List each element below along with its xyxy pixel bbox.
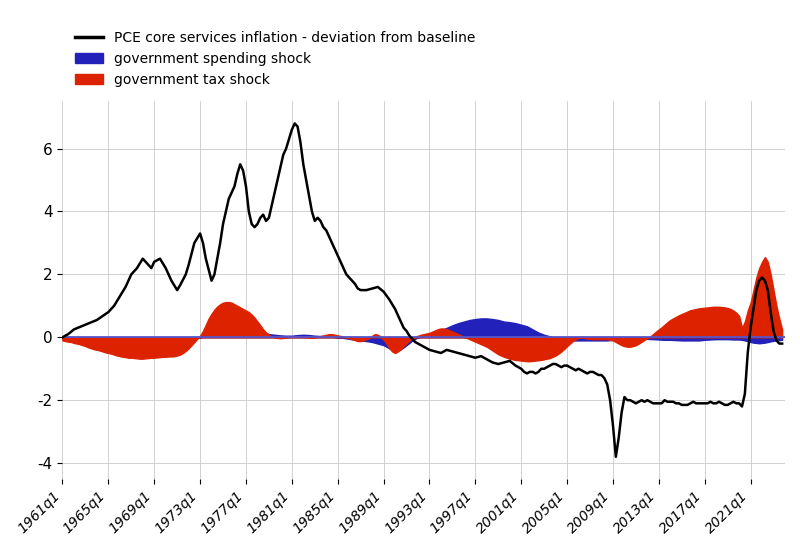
Legend: PCE core services inflation - deviation from baseline, government spending shock: PCE core services inflation - deviation … [70,25,481,93]
